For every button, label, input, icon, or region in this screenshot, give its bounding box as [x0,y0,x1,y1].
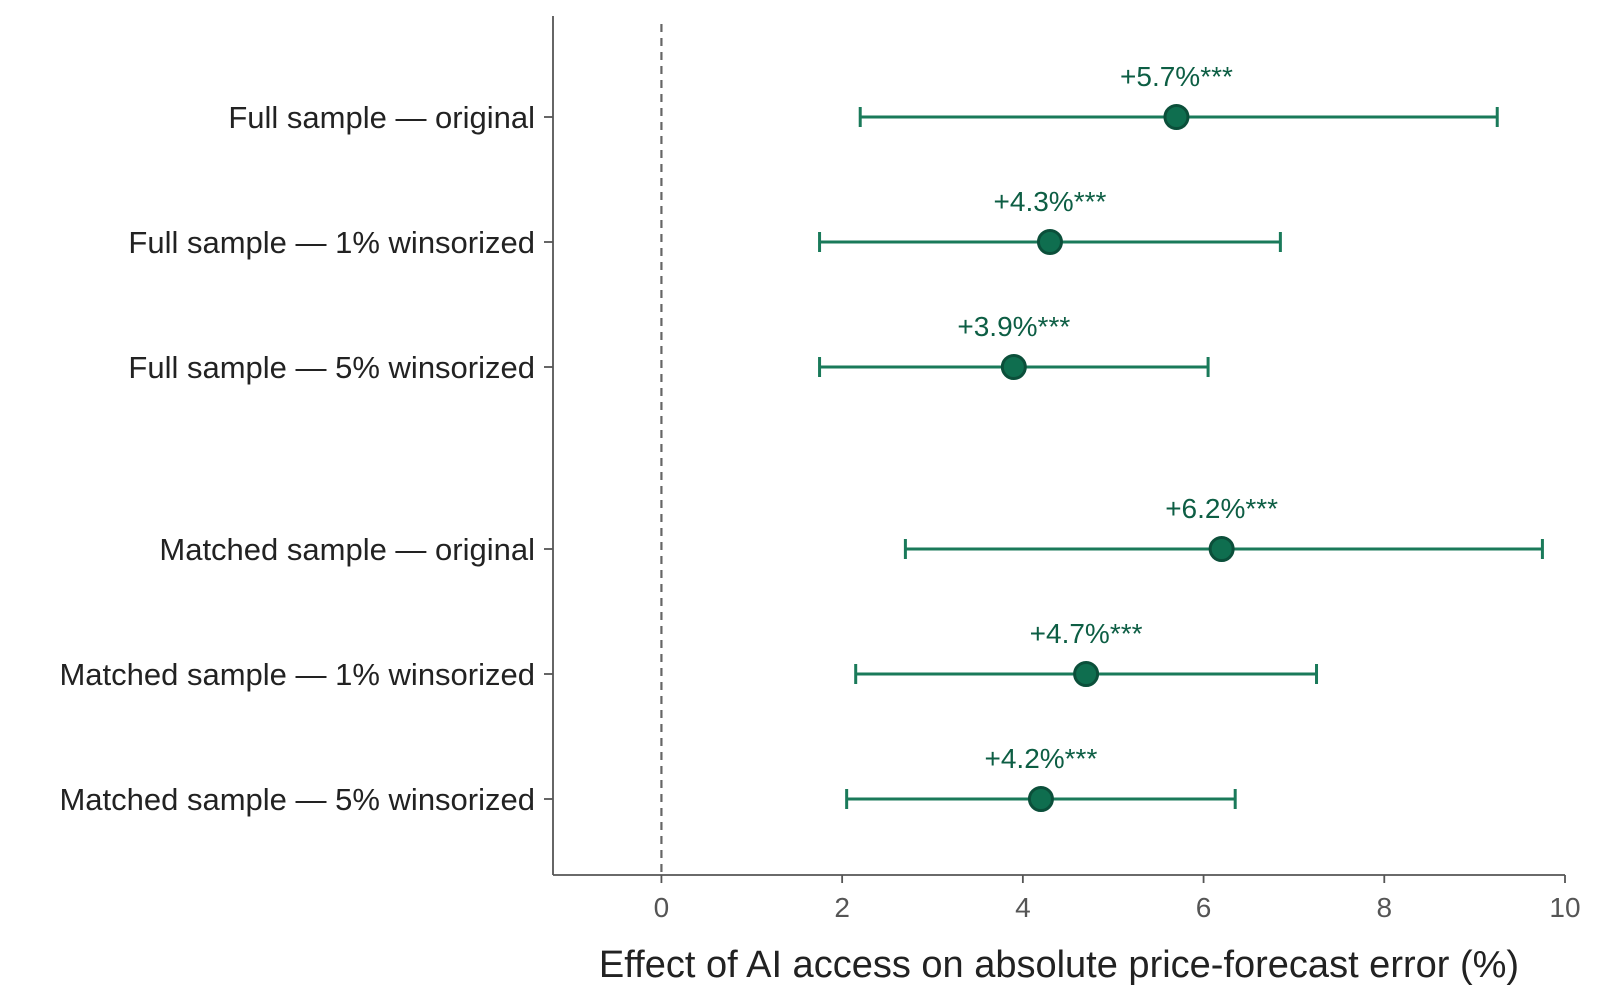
point-estimate-marker [1208,536,1235,562]
row-label: Matched sample — original [159,532,535,567]
x-tick-label: 10 [1549,892,1580,923]
x-tick-label: 4 [1015,892,1031,923]
x-axis-title: Effect of AI access on absolute price-fo… [599,944,1519,986]
effect-annotation: +4.7%*** [1030,618,1143,649]
row-label: Full sample — original [228,100,535,135]
point-estimate-marker [1163,104,1190,130]
point-estimate-marker [1000,354,1027,380]
point-estimate-marker [1073,661,1100,687]
forest-row: Matched sample — 5% winsorized +4.2%*** [59,743,1237,817]
row-label: Full sample — 1% winsorized [128,225,535,260]
forest-row: Matched sample — 1% winsorized +4.7%*** [59,618,1319,692]
point-estimate-marker [1027,786,1054,812]
forest-row: Full sample — 1% winsorized +4.3%*** [128,186,1282,260]
forest-row: Full sample — 5% winsorized +3.9%*** [128,311,1210,385]
effect-annotation: +5.7%*** [1120,61,1233,92]
forest-row: Full sample — original +5.7%*** [228,61,1499,135]
effect-annotation: +4.2%*** [984,743,1097,774]
rows-layer: Full sample — original+5.7%***Full sampl… [59,61,1544,817]
effect-annotation: +6.2%*** [1165,493,1278,524]
point-estimate-marker [1036,229,1063,255]
x-tick-label: 6 [1196,892,1212,923]
x-tick-label: 2 [834,892,850,923]
row-label: Full sample — 5% winsorized [128,350,535,385]
x-tick-label: 0 [654,892,670,923]
axes-layer: 0 2 4 6 8 10 [552,16,1581,923]
row-label: Matched sample — 5% winsorized [59,782,535,817]
x-tick-label: 8 [1376,892,1392,923]
effect-annotation: +3.9%*** [957,311,1070,342]
forest-row: Matched sample — original +6.2%*** [159,493,1544,567]
row-label: Matched sample — 1% winsorized [59,657,535,692]
effect-annotation: +4.3%*** [994,186,1107,217]
